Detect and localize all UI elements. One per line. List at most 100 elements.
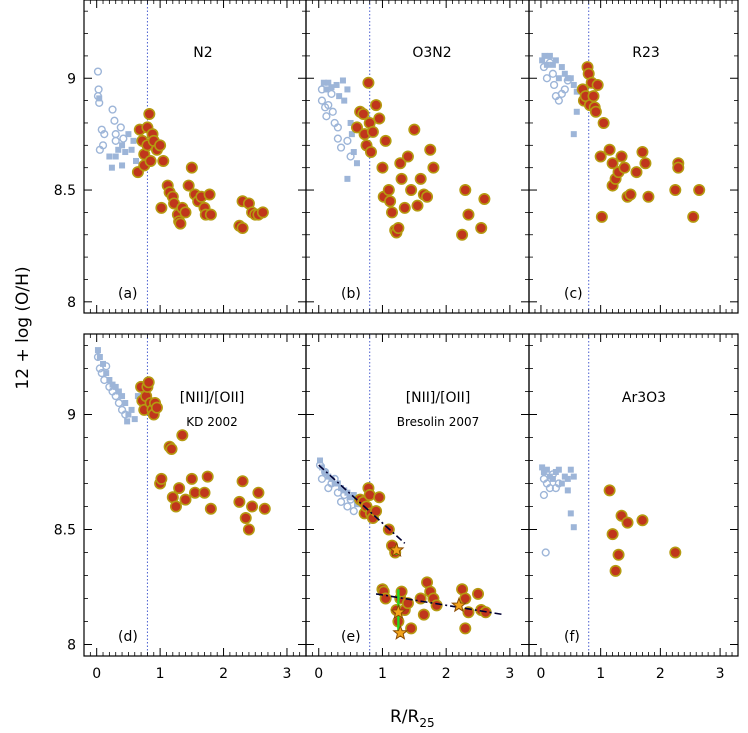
panel-b-point-outer [362, 76, 375, 89]
panel-b-point-inner-filled [344, 86, 351, 93]
panel-b-point-inner-filled [353, 160, 360, 167]
panel-a-point-inner-filled [119, 162, 126, 169]
panel-d-point-outer [155, 472, 168, 485]
panel-b-point-inner-filled [323, 86, 330, 93]
panel-e-star [388, 541, 405, 558]
panel-b-point-outer [462, 208, 475, 221]
panel-b-point-inner-open [333, 134, 342, 143]
panel-c-point-outer [672, 161, 685, 174]
panel-b-point-inner-open [336, 143, 346, 152]
panel-a-point-inner-open [108, 105, 117, 114]
panel-b-point-outer [357, 108, 370, 121]
panel-f-point-inner-open [539, 490, 549, 500]
panel-f-xtick-label: 2 [656, 666, 665, 682]
panel-b-point-outer [408, 123, 421, 136]
panel-b-point-outer [376, 161, 389, 174]
panel-c-point-outer [630, 166, 643, 179]
panel-d-point-outer [165, 442, 178, 455]
panel-d-point-outer [258, 502, 271, 515]
panel-d-point-outer [142, 376, 155, 389]
panel-f-point-inner-filled [555, 466, 562, 473]
panel-d-point-outer [201, 470, 214, 483]
panel-c-point-inner-filled [552, 57, 559, 64]
panel-c-point-inner-open [542, 74, 552, 83]
panel-f-xtick-label: 1 [596, 666, 605, 682]
panel-c-marks [539, 0, 706, 313]
panel-b-point-outer [366, 125, 379, 138]
panel-a-marks [93, 0, 269, 313]
panel-d-point-inner-filled [125, 411, 132, 418]
panel-b-point-inner-open [322, 112, 331, 121]
panel-e-point-inner-open [321, 467, 330, 477]
panel-b-point-inner-filled [325, 79, 332, 86]
panel-e-point-inner-open [336, 497, 346, 507]
panel-d-point-outer [173, 482, 186, 495]
panel-d-point-inner-filled [96, 354, 103, 360]
axes: 8 8.5 9 0 1 2 3 8 8.5 9 0 1 2 3 0 1 2 3 [54, 0, 738, 682]
panel-f-point-inner-filled [564, 475, 571, 482]
panel-e-label: (e) [341, 629, 361, 645]
panel-e-point-inner-filled [328, 475, 335, 482]
panel-b-point-outer [414, 172, 427, 185]
panel-a-point-inner-filled [125, 131, 132, 138]
panel-e-title: [NII]/[OII] [406, 390, 471, 406]
panel-b-point-outer [398, 201, 411, 214]
panel-e-point-outer [379, 592, 392, 605]
panel-c-point-inner-filled [561, 70, 568, 77]
panel-b-point-inner-open [343, 136, 352, 145]
panel-a-point-outer [185, 161, 198, 174]
panel-e-point-inner-filled [338, 485, 345, 492]
panel-f-point-inner-filled [567, 466, 574, 473]
panel-c-frame [528, 0, 739, 314]
panel-d-xtick-label: 0 [92, 666, 101, 682]
panel-e-xtick-label: 2 [442, 666, 451, 682]
panel-d-point-inner-open [114, 398, 123, 408]
panel-d-point-inner-filled [124, 418, 131, 425]
panel-d-point-outer [236, 475, 249, 488]
panel-b-point-inner-open [324, 100, 333, 110]
panel-b-point-outer [392, 222, 405, 235]
panel-f-point-inner-filled [570, 473, 577, 480]
panel-c-point-inner-filled [546, 52, 553, 59]
panel-d-point-outer [185, 472, 198, 485]
panel-c-point-inner-filled [570, 131, 577, 138]
panel-e-xtick-label: 1 [378, 666, 387, 682]
panel-a-point-inner-open [93, 67, 103, 76]
panel-f-point-outer [609, 564, 622, 577]
panel-b-point-outer [370, 99, 383, 112]
panel-a-point-inner-open [95, 145, 104, 154]
panel-a-point-outer [236, 222, 249, 235]
panel-a-point-inner-open [119, 134, 128, 143]
panel-d-point-inner-filled [112, 383, 119, 390]
panel-b-point-outer [382, 184, 395, 197]
panel-d-title: [NII]/[OII] [180, 390, 245, 406]
panel-b-point-outer [350, 121, 363, 134]
panel-d-marks [93, 334, 271, 656]
panel-e-xtick-label: 3 [505, 666, 514, 682]
panel-e-xtick-label: 0 [314, 666, 323, 682]
panel-f-point-inner-filled [539, 464, 546, 471]
y-axis-title: 12 + log (O/H) [13, 266, 33, 389]
panel-b-marks [317, 0, 491, 313]
panel-b-point-inner-filled [336, 93, 343, 100]
panel-b: O3N2 (b) [305, 0, 530, 314]
panel-c-point-outer [597, 116, 610, 129]
panel-e-point-inner-filled [317, 457, 324, 464]
panel-f-point-inner-filled [558, 480, 565, 487]
panel-c-title: R23 [632, 45, 660, 61]
panel-d-point-inner-filled [122, 400, 129, 406]
panel-f-title: Ar3O3 [622, 390, 666, 406]
panel-a-point-outer [154, 139, 167, 152]
panel-a-point-outer [179, 206, 192, 219]
panel-d-point-inner-filled [94, 347, 101, 354]
panel-b-point-outer [478, 192, 491, 205]
panel-d-point-inner-filled [128, 406, 135, 413]
panel-b-point-outer [401, 150, 414, 163]
panel-b-point-outer [456, 228, 469, 241]
panel-c-label: (c) [564, 286, 583, 302]
panel-a-point-inner-open [111, 136, 120, 145]
panel-a-point-inner-filled [96, 95, 103, 102]
panel-e-point-inner-filled [322, 469, 329, 475]
panel-c-point-outer [687, 210, 700, 223]
panel-d-point-outer [150, 401, 163, 414]
